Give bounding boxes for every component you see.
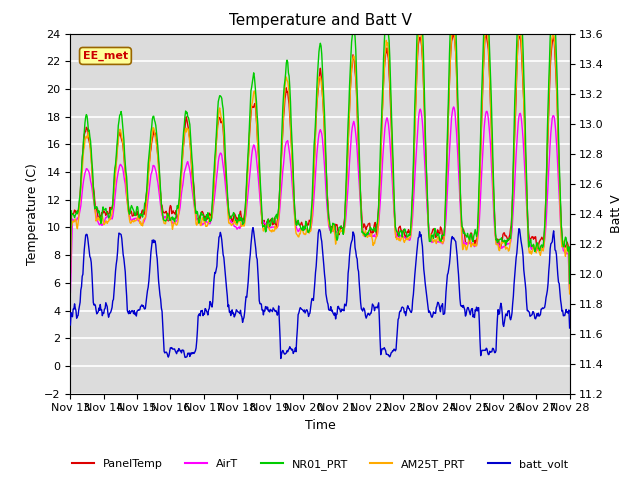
- Text: EE_met: EE_met: [83, 51, 128, 61]
- Y-axis label: Temperature (C): Temperature (C): [26, 163, 38, 264]
- Y-axis label: Batt V: Batt V: [610, 194, 623, 233]
- X-axis label: Time: Time: [305, 419, 335, 432]
- Title: Temperature and Batt V: Temperature and Batt V: [228, 13, 412, 28]
- Legend: PanelTemp, AirT, NR01_PRT, AM25T_PRT, batt_volt: PanelTemp, AirT, NR01_PRT, AM25T_PRT, ba…: [68, 455, 572, 474]
